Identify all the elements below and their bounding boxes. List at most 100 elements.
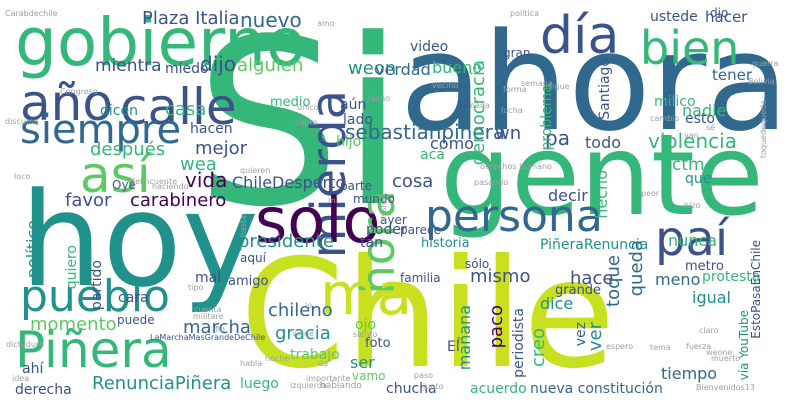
word-vida: vida: [185, 168, 228, 192]
word-renunciapinera: RenunciaPiñera: [92, 373, 232, 394]
word-amo: amo: [317, 19, 335, 28]
word-espero: espero: [606, 342, 634, 351]
word-persona: persona: [425, 191, 603, 242]
word-da: da: [318, 359, 328, 368]
word-hacer: hacer: [705, 8, 748, 26]
word-ma: ma: [320, 260, 413, 328]
word-miedo: miedo: [165, 61, 209, 77]
word-ver: ver: [585, 322, 606, 352]
word-cambio: cambio: [650, 114, 680, 123]
word-toquedequeda: toquedequeda: [759, 100, 768, 159]
word-gran: gran: [503, 46, 531, 60]
word-estopasaenchile: EstoPasaEnChile: [749, 240, 763, 339]
word-periodista: periodista: [511, 308, 527, 378]
word-vez: vez: [573, 322, 589, 347]
word-tan: tan: [360, 235, 383, 251]
word-chile: Chile: [240, 228, 616, 402]
word-hizo: hizo: [684, 201, 701, 210]
word-creo: creo: [528, 328, 549, 367]
word-noche: noche: [265, 354, 290, 363]
word-casa: casa: [165, 99, 207, 120]
word-protesta: protesta: [702, 269, 761, 285]
word-presidente: presidente: [238, 231, 334, 252]
word-gracia: gracia: [275, 323, 331, 344]
word-alguien: alguien: [237, 55, 304, 76]
word-forma: forma: [503, 85, 527, 94]
word-dia: día: [540, 6, 620, 66]
word-hacen: hacen: [190, 121, 233, 137]
word-pinera: Piñera: [15, 321, 172, 379]
word-hecho: hecho: [592, 170, 611, 219]
word-siempre: siempre: [20, 107, 182, 153]
word-lado: lado: [343, 112, 373, 128]
word-cara: cara: [118, 290, 149, 306]
word-favor: favor: [65, 190, 112, 211]
word-nadie: nadie: [682, 101, 727, 120]
word-medio: medio: [270, 95, 311, 110]
word-idea: idea: [12, 374, 30, 383]
word-ahora: ahora: [399, 4, 789, 161]
word-wea: wea: [180, 154, 217, 175]
word-claro: claro: [699, 326, 719, 335]
word-tema: tema: [650, 343, 671, 352]
word-mal: mal: [195, 270, 222, 286]
word-tipo: tipo: [188, 283, 204, 292]
word-manana: mañana: [455, 305, 474, 371]
word-ojo: ojo: [355, 317, 377, 333]
word-izquierda: izquierda: [290, 381, 327, 390]
word-todo: todo: [585, 133, 622, 152]
word-plaza-italia: Plaza Italia: [142, 8, 240, 29]
word-ano: año: [20, 74, 113, 132]
word-partido: partido: [89, 260, 105, 311]
word-quieren: quieren: [240, 166, 271, 175]
word-familia: familia: [400, 271, 441, 285]
word-ctm: ctm: [672, 155, 705, 175]
word-hablando: hablando: [320, 381, 362, 391]
word-mejor: mejor: [195, 138, 248, 159]
word-video: video: [410, 39, 449, 55]
word-guerra: guerra: [752, 59, 779, 68]
word-violencia: violencia: [648, 129, 737, 153]
word-el: El: [447, 339, 460, 355]
word-nunca: nunca: [668, 231, 718, 250]
word-bolivia: Bolivia: [748, 77, 775, 86]
word-importante: importante: [306, 374, 351, 383]
word-bienvenidos13: Bienvenidos13: [696, 383, 755, 392]
word-pasando: pasando: [474, 178, 509, 187]
word-lo: lo: [305, 301, 313, 310]
word-discurso: discurso: [5, 117, 39, 126]
word-asi: así: [80, 146, 151, 204]
word-decir: decir: [548, 186, 588, 205]
word-mundo: mundo: [353, 192, 395, 206]
word-milico: milico: [654, 94, 696, 110]
word-bueno: bueno: [432, 58, 483, 77]
word-ustede: ustede: [650, 9, 698, 25]
word-nada: nada: [470, 101, 490, 110]
word-weon: weon: [348, 58, 397, 79]
word-puede: puede: [117, 313, 155, 327]
word-paso: paso: [414, 371, 434, 380]
word-ahi: ahí: [22, 361, 44, 377]
word-paco: paco: [486, 305, 507, 349]
word-mientra: mientra: [95, 56, 162, 76]
word-ayer: ayer: [380, 213, 407, 227]
word-nuevo: nuevo: [240, 8, 302, 32]
word-misma: misma: [379, 195, 388, 222]
word-problema: problema: [539, 84, 555, 151]
word-parte: parte: [340, 179, 372, 193]
word-lamarchamasgrandedechile: LaMarchaMasGrandeDeChile: [150, 333, 266, 342]
word-aun: aún: [340, 97, 367, 113]
word-mi: mi: [328, 196, 339, 205]
word-metro: metro: [685, 259, 724, 274]
word-loco: loco: [14, 172, 31, 181]
word-verdad: verdad: [375, 60, 431, 79]
word-cabro: cabro: [295, 118, 318, 127]
word-se: sé: [706, 123, 716, 132]
word-weone: weone: [706, 348, 733, 357]
word-poder: poder: [366, 222, 407, 238]
word-sigue: sigue: [548, 82, 570, 91]
word-historia: historia: [421, 236, 470, 251]
word-facho: facho: [368, 94, 391, 103]
word-carabinero: carabinero: [130, 190, 227, 211]
